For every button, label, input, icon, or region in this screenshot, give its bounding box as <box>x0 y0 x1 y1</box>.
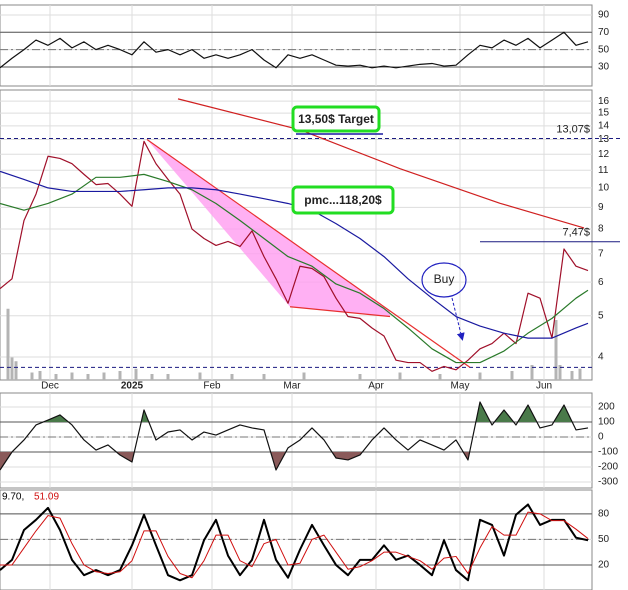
x-tick-label: Apr <box>368 381 384 392</box>
volume-bar <box>118 371 122 380</box>
y-tick-label: 80 <box>598 508 610 519</box>
y-tick-label: 8 <box>598 224 604 235</box>
volume-bar <box>558 365 562 380</box>
volume-bar <box>86 374 90 380</box>
panel: 90 70 50 30 <box>0 4 610 87</box>
cci-fill <box>0 451 470 470</box>
panel: 200 100 0 -100 -200 -300 <box>0 392 618 489</box>
target-text: 13,50$ Target <box>298 112 374 126</box>
volume-bar <box>230 374 234 380</box>
buy-text: Buy <box>434 272 455 286</box>
x-tick-label: 2025 <box>121 381 144 392</box>
y-tick-label: 6 <box>598 277 604 288</box>
volume-bar <box>530 365 534 380</box>
series-line <box>177 98 585 229</box>
pmc-box <box>291 185 395 215</box>
volume-bar <box>54 374 58 380</box>
volume-bar <box>358 374 362 380</box>
volume-bar <box>578 368 582 380</box>
target-box <box>291 105 381 133</box>
volume-bar <box>134 368 138 380</box>
y-tick-label: 200 <box>598 402 615 413</box>
pmc-text: pmc...118,20$ <box>304 193 382 207</box>
series-line <box>0 140 589 372</box>
y-tick-label: 14 <box>598 120 610 131</box>
volume-bar <box>554 320 558 380</box>
volume-bar <box>166 374 170 380</box>
x-tick-label: May <box>451 381 470 392</box>
volume-bar <box>70 372 74 380</box>
volume-bar <box>198 372 202 380</box>
volume-bar <box>38 371 42 380</box>
volume-bar <box>6 308 10 380</box>
volume-bar <box>478 372 482 380</box>
y-tick-label: 5 <box>598 310 604 321</box>
trendline <box>146 139 471 368</box>
y-tick-label: 50 <box>598 534 610 545</box>
y-tick-label: -200 <box>598 462 618 473</box>
level-label: 7,47$ <box>562 227 590 239</box>
y-tick-label: -100 <box>598 447 618 458</box>
volume-bar <box>510 371 514 380</box>
buy-arrow <box>451 297 465 341</box>
series-line <box>0 173 589 364</box>
volume-bar <box>30 372 34 380</box>
cci-fill <box>0 402 588 422</box>
y-tick-label: 100 <box>598 417 615 428</box>
y-tick-label: 7 <box>598 248 604 259</box>
volume-bar <box>302 372 306 380</box>
y-tick-label: 15 <box>598 108 610 119</box>
x-tick-label: Jun <box>536 381 552 392</box>
series-line <box>0 401 589 471</box>
buy-ellipse <box>421 262 467 298</box>
volume-bar <box>262 374 266 380</box>
level-label: 13,07$ <box>556 123 590 135</box>
panel-frame <box>0 4 593 87</box>
volume-bar <box>438 374 442 380</box>
panel-frame <box>0 489 593 590</box>
volume-bar <box>102 372 106 380</box>
volume-bar <box>150 374 154 380</box>
annotations: 13,50$ Target pmc...118,20$ Buy <box>291 105 467 341</box>
y-tick-label: 13 <box>598 134 610 145</box>
x-tick-label: Dec <box>41 381 59 392</box>
series-line <box>0 31 589 69</box>
y-tick-label: 12 <box>598 149 610 160</box>
volume-bar <box>10 357 14 380</box>
trendline <box>289 306 391 318</box>
y-tick-label: 4 <box>598 352 604 363</box>
series-line <box>0 511 589 579</box>
x-tick-label: Mar <box>283 381 301 392</box>
y-tick-label: 9 <box>598 202 604 213</box>
panel-frame <box>0 392 593 489</box>
x-tick-label: Feb <box>203 381 221 392</box>
y-tick-label: 0 <box>598 432 604 443</box>
y-tick-label: 70 <box>598 27 610 38</box>
y-tick-label: 10 <box>598 183 610 194</box>
series-label: 51.09 <box>34 492 59 503</box>
volume-bar <box>570 371 574 380</box>
y-tick-label: 50 <box>598 44 610 55</box>
y-tick-label: 30 <box>598 62 610 73</box>
y-tick-label: 20 <box>598 560 610 571</box>
y-tick-label: -300 <box>598 477 618 488</box>
volume-bar <box>14 361 18 380</box>
y-tick-label: 16 <box>598 96 610 107</box>
y-tick-label: 11 <box>598 165 609 176</box>
panel: 80 50 20 9.70, 51.09 <box>0 489 610 590</box>
y-tick-label: 90 <box>598 10 610 21</box>
wedge-fill <box>147 139 390 317</box>
series-label: 9.70, <box>2 492 24 503</box>
volume-bar <box>398 372 402 380</box>
